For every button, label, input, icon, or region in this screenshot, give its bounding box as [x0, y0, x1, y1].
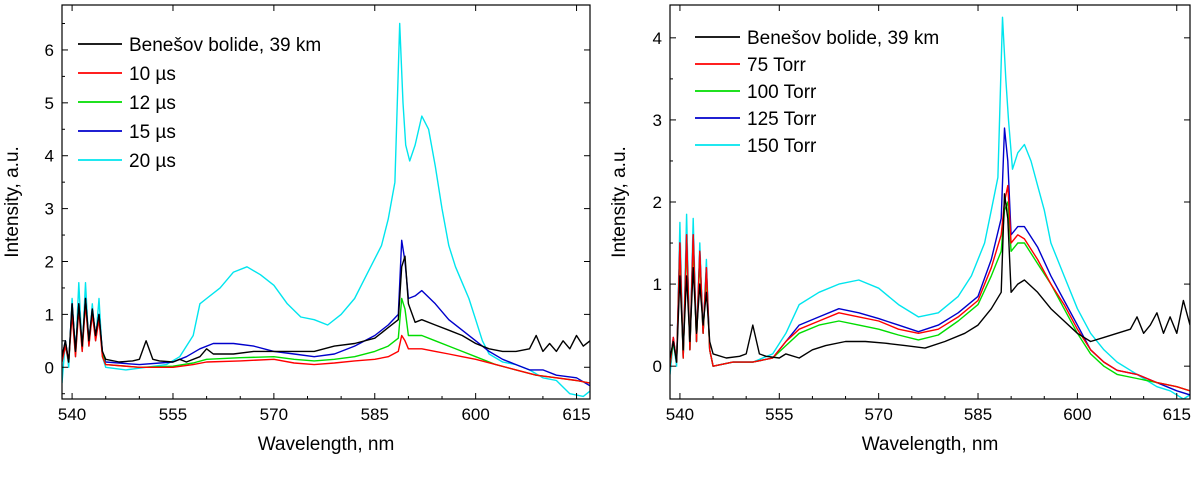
chart-left: 540 555 570 585 600 615 0 1 2 3 4 5 6 Wavelength, nm I…	[2, 4, 591, 455]
x-tick-label: 555	[765, 405, 793, 424]
legend-label: 125 Torr	[747, 109, 817, 130]
y-tick-label: 3	[45, 200, 54, 219]
chart-right: 540 555 570 585 600 615 0 1 2 3 4 Wavelength, nm Int…	[609, 4, 1191, 455]
legend-label: 15 µs	[129, 122, 176, 143]
y-axis-label: Intensity, a.u.	[609, 146, 630, 258]
x-tick-label: 615	[1163, 405, 1191, 424]
series-group	[670, 16, 1190, 399]
plot-frame	[61, 4, 591, 400]
legend-label: 20 µs	[129, 151, 176, 172]
legend-label: 150 Torr	[747, 136, 817, 157]
x-tick-label: 600	[461, 405, 489, 424]
x-tick-label: 555	[159, 405, 187, 424]
series-line-2	[670, 184, 1190, 392]
legend-label: 12 µs	[129, 93, 176, 114]
series-group	[62, 22, 590, 398]
y-tick-label: 0	[45, 358, 54, 377]
series-line-1	[670, 193, 1190, 363]
y-tick-label: 1	[45, 305, 54, 324]
x-tick-label: 570	[260, 405, 288, 424]
x-axis-label: Wavelength, nm	[258, 434, 395, 455]
x-tick-label: 615	[562, 405, 590, 424]
x-tick-label: 600	[1063, 405, 1091, 424]
legend-label: Benešov bolide, 39 km	[747, 28, 939, 49]
y-tick-label: 5	[45, 94, 54, 113]
x-tick-label: 585	[361, 405, 389, 424]
y-tick-label: 0	[653, 357, 662, 376]
x-tick-label: 540	[58, 405, 86, 424]
y-tick-label: 4	[653, 29, 662, 48]
legend: Benešov bolide, 39 km 10 µs 12 µs 15 µs 20 µ…	[78, 35, 321, 172]
x-tick-label: 540	[666, 405, 694, 424]
y-tick-label: 3	[653, 111, 662, 130]
legend-label: Benešov bolide, 39 km	[129, 35, 321, 56]
y-tick-label: 6	[45, 41, 54, 60]
series-line-3	[62, 297, 590, 384]
legend-label: 100 Torr	[747, 82, 817, 103]
series-line-4	[670, 127, 1190, 396]
y-tick-label: 1	[653, 275, 662, 294]
series-line-1	[62, 255, 590, 363]
y-tick-label: 4	[45, 147, 54, 166]
legend-label: 75 Torr	[747, 55, 806, 76]
legend-label: 10 µs	[129, 64, 176, 85]
y-axis-label: Intensity, a.u.	[2, 146, 23, 258]
x-tick-label: 585	[964, 405, 992, 424]
y-tick-label: 2	[45, 252, 54, 271]
x-tick-label: 570	[864, 405, 892, 424]
y-tick-label: 2	[653, 193, 662, 212]
series-line-2	[62, 303, 590, 384]
x-axis-label: Wavelength, nm	[862, 434, 999, 455]
legend: Benešov bolide, 39 km 75 Torr 100 Torr 125…	[695, 28, 939, 157]
